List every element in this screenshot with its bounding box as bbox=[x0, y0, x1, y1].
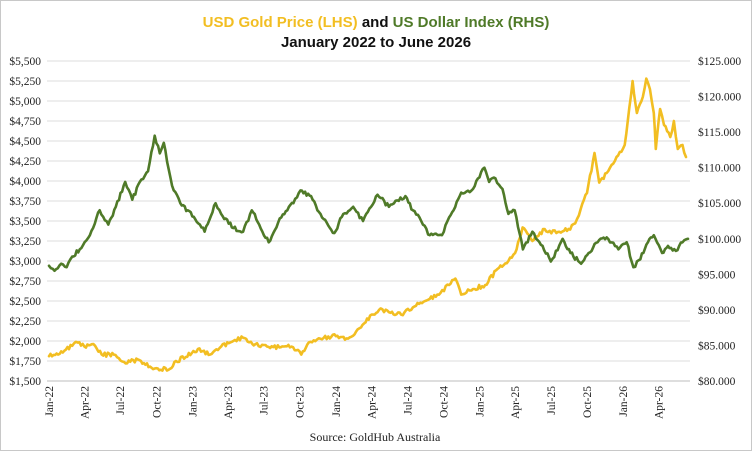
left-tick-label: $2,750 bbox=[9, 275, 41, 288]
x-tick-label: Jan-26 bbox=[618, 386, 630, 417]
x-tick-label: Jan-23 bbox=[187, 386, 199, 417]
series-lines bbox=[47, 77, 690, 372]
x-tick-label: Oct-24 bbox=[439, 386, 451, 418]
x-tick-label: Oct-22 bbox=[151, 386, 163, 418]
x-tick-label: Jul-25 bbox=[546, 386, 558, 415]
title-line-1: USD Gold Price (LHS) and US Dollar Index… bbox=[0, 13, 752, 33]
left-tick-label: $1,500 bbox=[9, 375, 41, 388]
x-axis-labels: Jan-22 Apr-22 Jul-22 Oct-22 Jan-23 Apr-23 Jul-… bbox=[44, 386, 666, 419]
left-tick-label: $2,500 bbox=[9, 295, 41, 308]
right-axis-labels: $80.000 $85.000 $90.000 $95.000 $100.000 $105… bbox=[698, 55, 741, 388]
left-tick-label: $5,000 bbox=[9, 95, 41, 108]
right-tick-label: $120.000 bbox=[698, 91, 741, 104]
x-tick-label: Jul-22 bbox=[115, 386, 127, 415]
right-tick-label: $105.000 bbox=[698, 197, 741, 210]
x-tick-label: Apr-24 bbox=[367, 386, 379, 419]
left-tick-label: $3,750 bbox=[9, 195, 41, 208]
x-tick-label: Oct-23 bbox=[295, 386, 307, 418]
left-tick-label: $5,250 bbox=[9, 75, 41, 88]
gold-price-line bbox=[47, 77, 688, 372]
x-tick-label: Jan-25 bbox=[475, 386, 487, 417]
right-tick-label: $100.000 bbox=[698, 233, 741, 246]
left-tick-label: $3,250 bbox=[9, 235, 41, 248]
right-tick-label: $95.000 bbox=[698, 268, 736, 281]
left-tick-label: $3,000 bbox=[9, 255, 41, 268]
x-tick-label: Jul-23 bbox=[259, 386, 271, 415]
title-dxy-series: US Dollar Index (RHS) bbox=[392, 14, 550, 31]
chart-title: USD Gold Price (LHS) and US Dollar Index… bbox=[0, 13, 752, 53]
left-tick-label: $1,750 bbox=[9, 355, 41, 368]
right-tick-label: $90.000 bbox=[698, 304, 736, 317]
left-tick-label: $4,000 bbox=[9, 175, 41, 188]
x-tick-label: Apr-26 bbox=[654, 386, 666, 419]
right-tick-label: $115.000 bbox=[698, 126, 741, 139]
source-note: Source: GoldHub Australia bbox=[310, 430, 441, 444]
x-tick-label: Jan-24 bbox=[331, 386, 343, 417]
dollar-index-line bbox=[47, 134, 690, 273]
x-tick-label: Jan-22 bbox=[44, 386, 56, 417]
x-tick-label: Jul-24 bbox=[402, 386, 414, 415]
right-tick-label: $85.000 bbox=[698, 339, 736, 352]
right-tick-label: $80.000 bbox=[698, 375, 736, 388]
title-connector: and bbox=[357, 14, 393, 31]
title-line-2: January 2022 to June 2026 bbox=[280, 34, 472, 51]
left-tick-label: $3,500 bbox=[9, 215, 41, 228]
right-tick-label: $110.000 bbox=[698, 162, 741, 175]
x-tick-label: Apr-23 bbox=[223, 386, 235, 419]
left-tick-label: $2,000 bbox=[9, 335, 41, 348]
title-gold-series: USD Gold Price (LHS) bbox=[202, 14, 358, 31]
x-tick-label: Oct-25 bbox=[582, 386, 594, 418]
left-tick-label: $4,500 bbox=[9, 135, 41, 148]
left-tick-label: $5,500 bbox=[9, 55, 41, 68]
x-tick-label: Apr-22 bbox=[79, 386, 91, 419]
right-tick-label: $125.000 bbox=[698, 55, 741, 68]
gridlines bbox=[47, 60, 690, 382]
left-tick-label: $4,250 bbox=[9, 155, 41, 168]
left-axis-labels: $1,500 $1,750 $2,000 $2,250 $2,500 $2,750 $3,0… bbox=[9, 55, 41, 388]
left-tick-label: $4,750 bbox=[9, 115, 41, 128]
x-tick-label: Apr-25 bbox=[510, 386, 522, 419]
left-tick-label: $2,250 bbox=[9, 315, 41, 328]
